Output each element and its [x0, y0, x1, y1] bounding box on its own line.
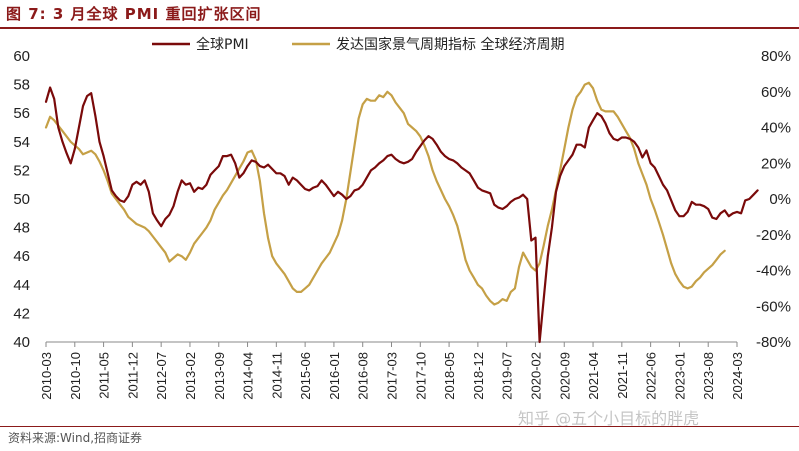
- bottom-rule: [0, 426, 799, 427]
- y-right-tick-label: 20%: [761, 155, 791, 172]
- x-tick-label: 2013-09: [212, 352, 227, 400]
- y-left-tick-label: 58: [13, 77, 30, 94]
- x-tick-label: 2018-12: [471, 352, 486, 400]
- x-tick-label: 2015-06: [298, 352, 313, 400]
- legend-label-cycle: 发达国家景气周期指标 全球经济周期: [336, 36, 564, 53]
- x-tick-label: 2022-06: [644, 352, 659, 400]
- x-tick-label: 2017-10: [413, 352, 428, 400]
- line-chart: 40 42 44 46 48 50 52 54 56 58 60 -80% -60% -40% -20% 0%…: [13, 36, 791, 400]
- x-tick-label: 2016-01: [327, 352, 342, 400]
- x-tick-label: 2014-04: [241, 352, 256, 400]
- y-right-tick-label: 0%: [769, 191, 791, 208]
- y-left-tick-label: 44: [13, 277, 30, 294]
- y-right-tick-label: -80%: [756, 334, 791, 351]
- legend: 全球PMI 发达国家景气周期指标 全球经济周期: [152, 36, 564, 53]
- source-note: 资料来源:Wind,招商证券: [8, 431, 143, 445]
- chart-title: 图 7: 3 月全球 PMI 重回扩张区间: [6, 5, 262, 23]
- y-left-tick-label: 46: [13, 248, 30, 265]
- x-tick-label: 2021-04: [586, 352, 601, 400]
- y-right-tick-label: -40%: [756, 263, 791, 280]
- legend-label-pmi: 全球PMI: [196, 36, 249, 53]
- x-tick-label: 2021-11: [615, 352, 630, 399]
- y-left-tick-label: 48: [13, 220, 30, 237]
- x-tick-label: 2023-01: [672, 352, 687, 400]
- x-tick-label: 2020-09: [557, 352, 572, 400]
- x-tick-label: 2020-02: [528, 352, 543, 400]
- x-tick-label: 2019-07: [500, 352, 515, 400]
- x-tick-label: 2012-07: [154, 352, 169, 400]
- x-tick-label: 2010-03: [39, 352, 54, 400]
- y-left-tick-label: 42: [13, 305, 30, 322]
- y-right-tick-label: -20%: [756, 227, 791, 244]
- y-left-tick-label: 60: [13, 48, 30, 65]
- y-left-tick-label: 50: [13, 191, 30, 208]
- x-tick-label: 2013-02: [183, 352, 198, 400]
- y-left-tick-label: 56: [13, 105, 30, 122]
- y-left-tick-label: 40: [13, 334, 30, 351]
- y-right-tick-label: 80%: [761, 48, 791, 65]
- x-tick-label: 2024-03: [730, 352, 745, 400]
- series-line-cycle: [44, 81, 726, 306]
- x-tick-label: 2011-05: [97, 352, 112, 399]
- title-rule: [0, 27, 799, 29]
- x-tick-label: 2023-08: [701, 352, 716, 400]
- series-layer: [44, 81, 759, 344]
- y-right-tick-label: -60%: [756, 298, 791, 315]
- x-tick-label: 2014-11: [269, 352, 284, 399]
- y-right-tick-label: 40%: [761, 120, 791, 137]
- series-line-pmi: [44, 86, 759, 344]
- x-tick-label: 2010-10: [68, 352, 83, 400]
- y-left-tick-label: 52: [13, 162, 30, 179]
- x-tick-label: 2018-05: [442, 352, 457, 400]
- x-tick-label: 2017-03: [385, 352, 400, 400]
- axes: 40 42 44 46 48 50 52 54 56 58 60 -80% -60% -40% -20% 0%…: [13, 48, 791, 400]
- y-right-tick-label: 60%: [761, 84, 791, 101]
- y-left-tick-label: 54: [13, 134, 30, 151]
- x-tick-label: 2016-08: [356, 352, 371, 400]
- x-tick-label: 2011-12: [125, 352, 140, 399]
- watermark-text: 知乎 @五个小目标的胖虎: [518, 409, 700, 428]
